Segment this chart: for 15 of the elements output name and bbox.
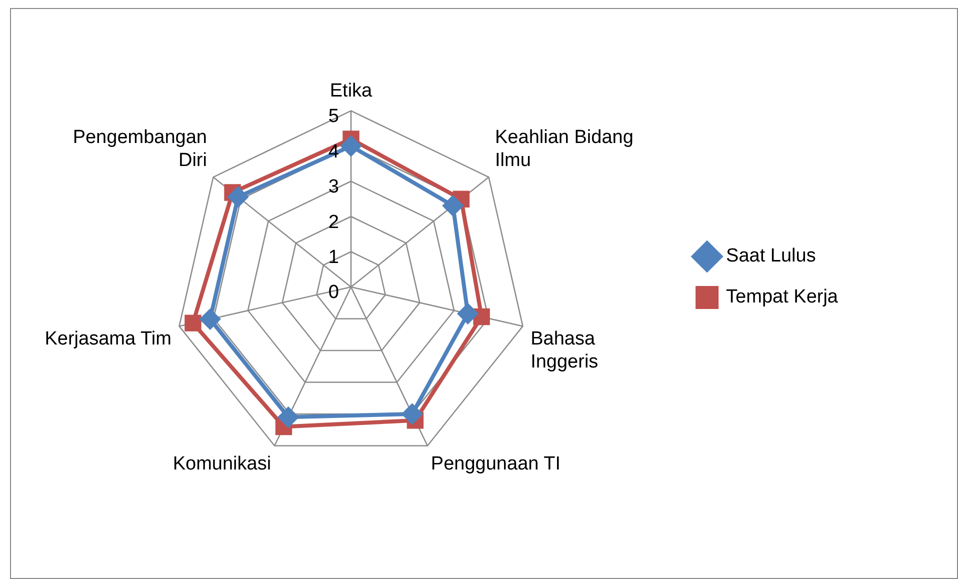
spoke-label: Kerjasama Tim: [44, 328, 172, 350]
spoke-label: Pengembangan Diri: [72, 127, 207, 171]
y-tick-label: 3: [328, 176, 339, 198]
y-tick-label: 2: [328, 212, 339, 233]
legend-label: Tempat Kerja: [726, 286, 838, 308]
spoke-label: Bahasa Inggeris: [530, 328, 598, 372]
y-tick-label: 5: [328, 106, 339, 128]
y-tick-label: 1: [328, 246, 339, 268]
spoke-label: Keahlian Bidang Ilmu: [495, 127, 634, 171]
spoke-label: Etika: [330, 80, 373, 102]
legend-label: Saat Lulus: [726, 246, 816, 267]
spoke-label: Penggunaan TI: [430, 454, 561, 475]
y-tick-label: 4: [328, 141, 340, 162]
spoke-label: Komunikasi: [172, 454, 272, 475]
y-tick-label: 0: [328, 282, 339, 304]
